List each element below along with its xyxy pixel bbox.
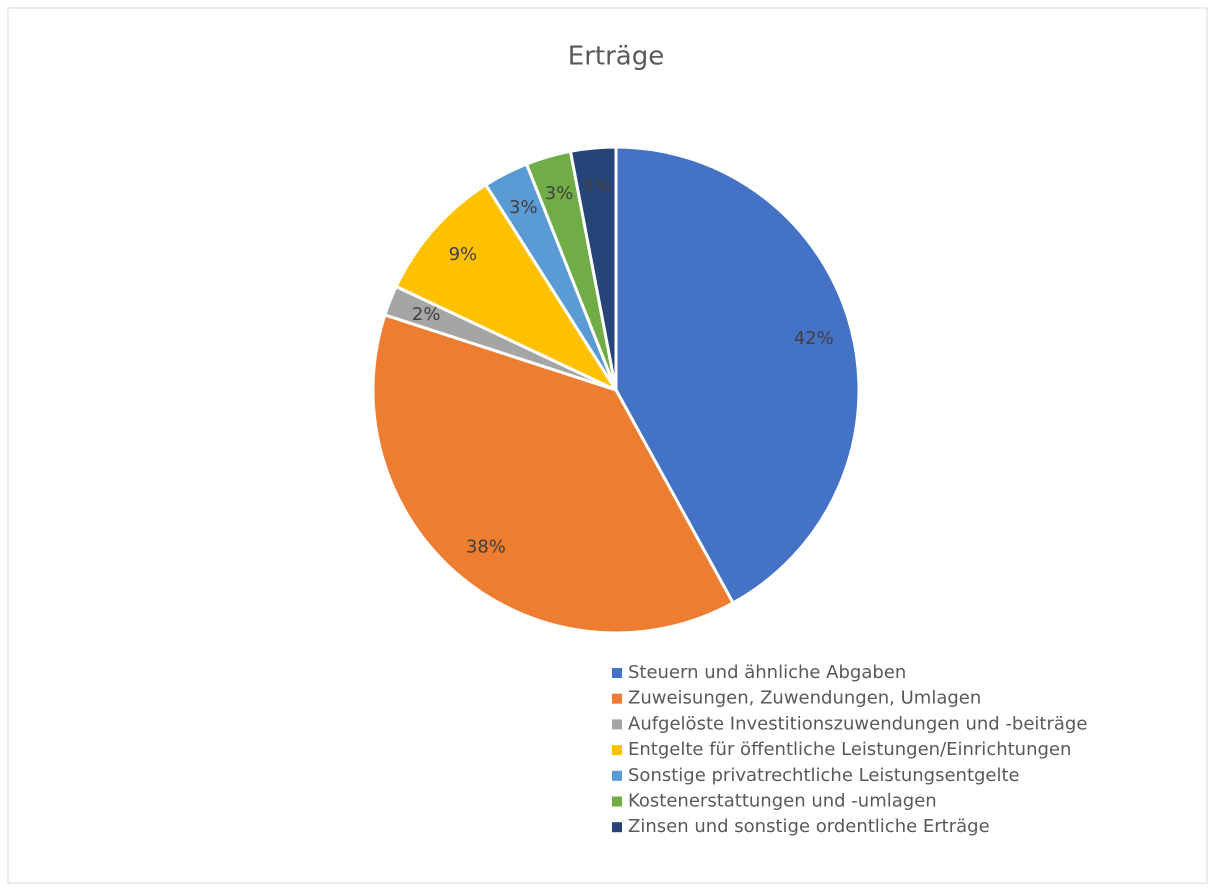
pie-slice	[614, 145, 861, 605]
data-label: 42%	[794, 328, 834, 349]
legend-label: Sonstige privatrechtliche Leistungsentge…	[628, 765, 1020, 786]
legend-swatch	[612, 822, 622, 833]
data-label: 3%	[583, 176, 612, 197]
data-label: 2%	[412, 304, 441, 325]
legend-label: Zuweisungen, Zuwendungen, Umlagen	[628, 688, 981, 709]
legend-label: Zinsen und sonstige ordentliche Erträge	[628, 816, 990, 837]
legend-swatch	[612, 693, 622, 704]
data-label: 38%	[466, 536, 506, 557]
legend-swatch	[612, 719, 622, 730]
pie-slice	[371, 313, 736, 635]
data-label: 9%	[449, 244, 478, 265]
legend-swatch	[612, 796, 622, 807]
legend-swatch	[612, 668, 622, 678]
legend-swatch	[612, 770, 622, 781]
data-label: 3%	[509, 197, 538, 218]
chart-title: Erträge	[568, 42, 664, 72]
legend-swatch	[612, 745, 622, 756]
legend-label: Aufgelöste Investitionszuwendungen und -…	[628, 713, 1087, 734]
legend-label: Kostenerstattungen und -umlagen	[628, 791, 937, 812]
legend-label: Entgelte für öffentliche Leistungen/Einr…	[628, 739, 1071, 760]
pie-slice	[568, 145, 618, 391]
legend-label: Steuern und ähnliche Abgaben	[628, 662, 906, 683]
pie-slice	[394, 182, 621, 394]
data-label: 3%	[545, 183, 574, 204]
